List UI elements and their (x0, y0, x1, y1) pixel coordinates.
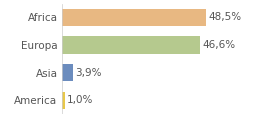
Bar (62, 92, 65, 109)
Text: 1,0%: 1,0% (67, 95, 93, 105)
Bar (62, 36, 200, 54)
Text: 3,9%: 3,9% (76, 68, 102, 78)
Text: 46,6%: 46,6% (203, 40, 236, 50)
Bar (62, 9, 206, 26)
Text: 48,5%: 48,5% (209, 12, 242, 22)
Bar (62, 64, 73, 81)
